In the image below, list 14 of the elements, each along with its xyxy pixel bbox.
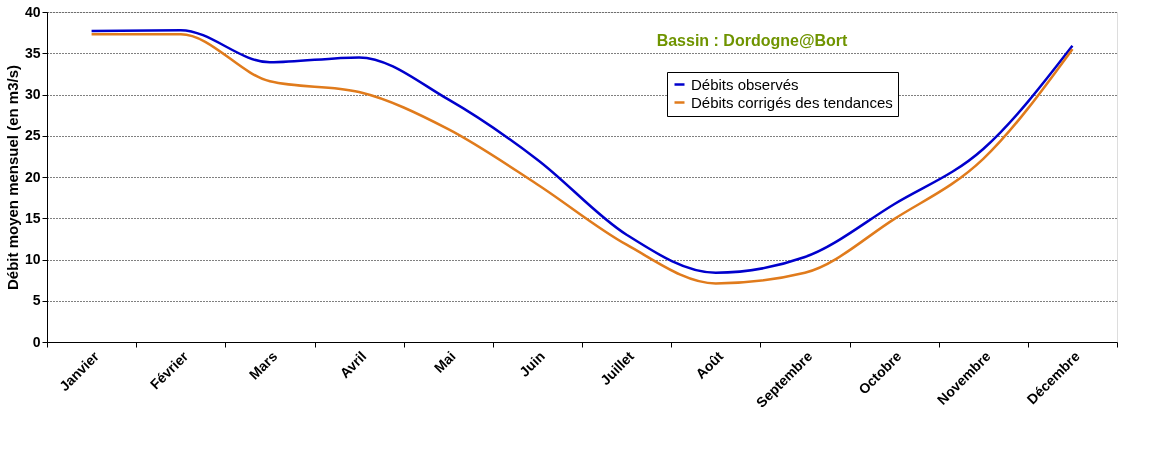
y-tick-label: 40	[24, 3, 41, 20]
y-tick-label: 15	[24, 209, 41, 226]
legend-label: Débits corrigés des tendances	[691, 93, 893, 111]
y-axis-title: Débit moyen mensuel (en m3/s)	[3, 64, 21, 291]
y-tick-label: 35	[24, 44, 41, 61]
y-tick-label: 20	[24, 168, 41, 185]
legend-label: Débits observés	[691, 75, 799, 93]
y-tick-label: 30	[24, 86, 41, 102]
y-tick-label: 0	[32, 333, 41, 350]
annotation: Bassin : Dordogne@Bort	[656, 32, 849, 49]
y-tick-label: 5	[32, 292, 41, 309]
x-tick-label: Mai	[430, 348, 459, 376]
y-tick-label: 25	[24, 127, 41, 144]
y-tick-label: 10	[24, 251, 41, 267]
